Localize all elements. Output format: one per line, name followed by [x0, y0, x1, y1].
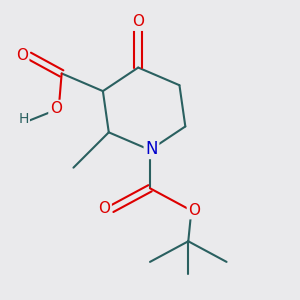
Text: H: H — [18, 112, 28, 126]
Text: O: O — [16, 48, 28, 63]
Text: O: O — [188, 203, 200, 218]
Text: O: O — [98, 201, 110, 216]
Text: O: O — [132, 14, 144, 29]
Text: O: O — [50, 101, 62, 116]
Text: N: N — [145, 140, 158, 158]
